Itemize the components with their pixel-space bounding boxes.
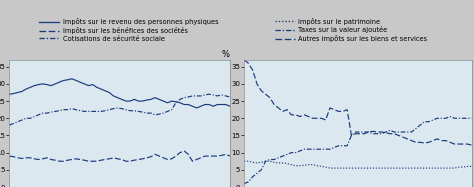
- Legend: Impôts sur le revenu des personnes physiques, Impôts sur les bénéfices des socié: Impôts sur le revenu des personnes physi…: [39, 18, 218, 42]
- Legend: Impôts sur le patrimoine, Taxes sur la valeur ajoutée, Autres impôts sur les bie: Impôts sur le patrimoine, Taxes sur la v…: [275, 18, 427, 42]
- Text: %: %: [221, 50, 229, 59]
